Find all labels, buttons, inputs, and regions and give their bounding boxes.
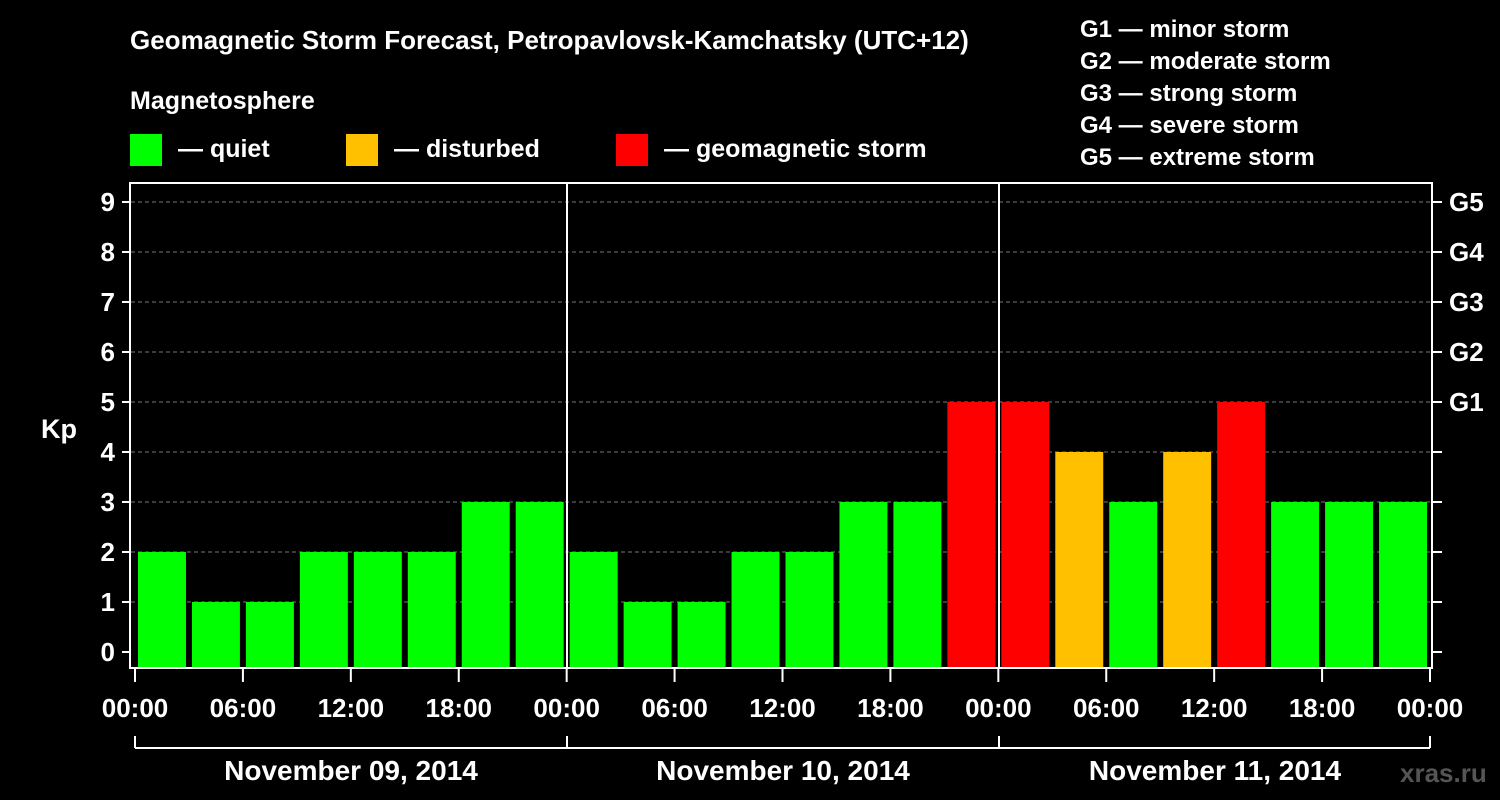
x-tick-label-5: 00:00 — [533, 693, 600, 723]
x-tick-label-3: 12:00 — [318, 693, 385, 723]
axes: 0 1 2 3 4 5 6 7 8 9 G1 G2 G3 G4 G5 00:00 06:00 12:00 18:00… — [101, 187, 1485, 723]
x-tick-label-13: 00:00 — [1397, 693, 1464, 723]
storm-scale-g3: G3 — strong storm — [1080, 80, 1297, 107]
y-tick-label-1: 1 — [101, 587, 115, 617]
bars — [138, 402, 1427, 668]
storm-scale-g1: G1 — minor storm — [1080, 16, 1289, 43]
bar-4 — [299, 552, 348, 668]
bar-23 — [1325, 502, 1374, 668]
bar-11 — [677, 602, 726, 668]
storm-scale-g4: G4 — severe storm — [1080, 112, 1299, 139]
y-tick-label-2: 2 — [101, 537, 115, 567]
bar-10 — [623, 602, 672, 668]
y-tick-label-4: 4 — [101, 437, 116, 467]
legend-swatch-storm — [616, 134, 648, 166]
right-label-g3: G3 — [1449, 287, 1484, 317]
right-label-g4: G4 — [1449, 237, 1484, 267]
y-tick-label-0: 0 — [101, 637, 115, 667]
x-tick-label-9: 00:00 — [965, 693, 1032, 723]
x-tick-label-2: 06:00 — [210, 693, 277, 723]
x-tick-label-12: 18:00 — [1289, 693, 1356, 723]
x-tick-label-1: 00:00 — [102, 693, 169, 723]
bar-13 — [785, 552, 834, 668]
bar-14 — [839, 502, 888, 668]
bar-7 — [461, 502, 510, 668]
y-tick-label-9: 9 — [101, 187, 115, 217]
x-tick-label-8: 18:00 — [857, 693, 924, 723]
bar-3 — [245, 602, 294, 668]
x-tick-label-6: 06:00 — [641, 693, 708, 723]
x-tick-label-11: 12:00 — [1181, 693, 1248, 723]
bar-1 — [138, 552, 186, 668]
x-tick-label-10: 06:00 — [1073, 693, 1140, 723]
day-bracket — [134, 736, 1431, 749]
y-tick-label-6: 6 — [101, 337, 115, 367]
bar-18 — [1055, 452, 1104, 668]
y-tick-label-7: 7 — [101, 287, 115, 317]
bar-6 — [407, 552, 456, 668]
right-label-g1: G1 — [1449, 387, 1484, 417]
bar-5 — [353, 552, 402, 668]
day-label-3: November 11, 2014 — [1089, 755, 1342, 786]
bar-2 — [191, 602, 240, 668]
bar-15 — [893, 502, 942, 668]
bar-12 — [731, 552, 780, 668]
storm-scale-g5: G5 — extreme storm — [1080, 144, 1315, 171]
watermark: xras.ru — [1400, 758, 1487, 788]
bar-19 — [1109, 502, 1158, 668]
bar-21 — [1217, 402, 1266, 668]
plot-frame — [129, 182, 1433, 669]
legend-title: Magnetosphere — [130, 87, 315, 115]
legend-swatch-disturbed — [346, 134, 378, 166]
storm-scale-g2: G2 — moderate storm — [1080, 48, 1331, 75]
legend-label-storm: — geomagnetic storm — [664, 135, 927, 163]
bar-8 — [515, 502, 564, 668]
bar-24 — [1379, 502, 1427, 668]
day-label-1: November 09, 2014 — [224, 755, 478, 786]
y-tick-label-5: 5 — [101, 387, 115, 417]
x-tick-label-4: 18:00 — [426, 693, 493, 723]
bar-20 — [1163, 452, 1212, 668]
legend-swatch-quiet — [130, 134, 162, 166]
bar-16 — [947, 402, 996, 668]
legend-label-quiet: — quiet — [178, 135, 270, 163]
right-label-g5: G5 — [1449, 187, 1484, 217]
bar-9 — [569, 552, 618, 668]
legend-label-disturbed: — disturbed — [394, 135, 540, 163]
bar-22 — [1271, 502, 1320, 668]
y-tick-label-3: 3 — [101, 487, 115, 517]
right-label-g2: G2 — [1449, 337, 1484, 367]
x-tick-label-7: 12:00 — [749, 693, 816, 723]
y-axis-label: Kp — [41, 414, 77, 444]
day-label-2: November 10, 2014 — [656, 755, 910, 786]
bar-17 — [1001, 402, 1050, 668]
y-tick-label-8: 8 — [101, 237, 115, 267]
chart-title: Geomagnetic Storm Forecast, Petropavlovs… — [130, 25, 969, 55]
